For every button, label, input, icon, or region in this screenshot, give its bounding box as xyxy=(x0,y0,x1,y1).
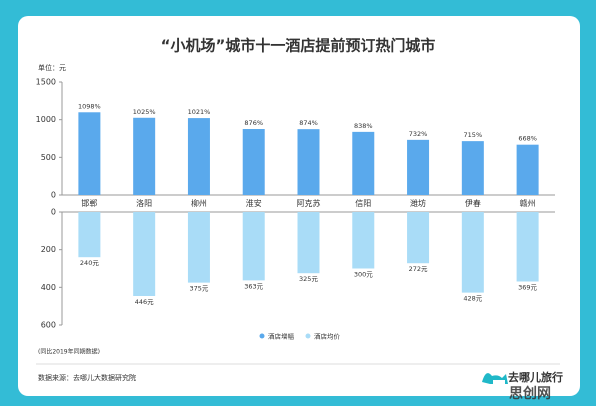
logo-icon xyxy=(482,373,508,384)
logo: 去哪儿旅行 xyxy=(508,370,563,384)
value-label: 325元 xyxy=(299,275,318,283)
bar xyxy=(187,118,210,195)
value-label: 300元 xyxy=(354,271,373,279)
value-label: 715% xyxy=(464,131,483,139)
legend-marker xyxy=(305,333,311,339)
bar xyxy=(242,212,265,281)
value-label: 428元 xyxy=(463,295,482,303)
value-label: 446元 xyxy=(135,298,154,306)
legend-label: 酒店增幅 xyxy=(268,332,295,341)
y-tick-label: 0 xyxy=(51,208,56,217)
bar xyxy=(352,212,375,269)
bar xyxy=(297,212,320,274)
value-label: 1025% xyxy=(133,108,156,116)
x-tick-label: 信阳 xyxy=(355,198,371,208)
y-tick-label: 1500 xyxy=(36,78,56,87)
x-tick-label: 赣州 xyxy=(520,198,536,208)
bar xyxy=(133,212,156,296)
bar xyxy=(297,129,320,195)
x-tick-label: 柳州 xyxy=(191,198,207,208)
y-tick-label: 500 xyxy=(41,153,56,162)
x-tick-label: 伊春 xyxy=(465,198,481,208)
y-tick-label: 400 xyxy=(41,283,56,292)
bar xyxy=(352,131,375,195)
bar xyxy=(187,212,210,283)
y-tick-label: 1000 xyxy=(36,115,56,124)
value-label: 874% xyxy=(299,119,318,127)
y-tick-label: 600 xyxy=(41,321,56,330)
value-label: 838% xyxy=(354,122,373,130)
x-tick-label: 淮安 xyxy=(246,198,262,208)
chart-title: “小机场”城市十一酒店提前预订热门城市 xyxy=(161,37,436,55)
bar xyxy=(516,212,539,282)
bar xyxy=(242,129,265,195)
note: (同比2019年同期数据) xyxy=(38,348,100,356)
value-label: 375元 xyxy=(189,285,208,293)
bar xyxy=(516,144,539,195)
x-tick-label: 阿克苏 xyxy=(297,198,321,208)
value-label: 272元 xyxy=(409,265,428,273)
bar xyxy=(133,117,156,195)
x-tick-label: 潍坊 xyxy=(410,198,426,208)
value-label: 369元 xyxy=(518,283,537,291)
bar xyxy=(407,139,430,195)
value-label: 1021% xyxy=(188,108,211,116)
bar xyxy=(461,141,484,195)
value-label: 1098% xyxy=(78,102,101,110)
bar xyxy=(78,212,101,258)
y-tick-label: 200 xyxy=(41,245,56,254)
watermark: 思创网 xyxy=(509,385,551,402)
y-tick-label: 0 xyxy=(51,191,56,200)
bar xyxy=(407,212,430,264)
value-label: 668% xyxy=(518,135,537,143)
legend-marker xyxy=(259,333,265,339)
bar xyxy=(78,112,101,195)
card xyxy=(18,16,580,396)
x-tick-label: 邯郸 xyxy=(81,198,97,208)
value-label: 240元 xyxy=(80,259,99,267)
bar xyxy=(461,212,484,293)
source: 数据来源：去哪儿大数据研究院 xyxy=(38,373,136,382)
value-label: 876% xyxy=(244,119,263,127)
x-tick-label: 洛阳 xyxy=(136,198,152,208)
value-label: 732% xyxy=(409,130,428,138)
unit-label: 单位：元 xyxy=(38,63,66,72)
value-label: 363元 xyxy=(244,282,263,290)
legend-label: 酒店均价 xyxy=(314,332,341,341)
